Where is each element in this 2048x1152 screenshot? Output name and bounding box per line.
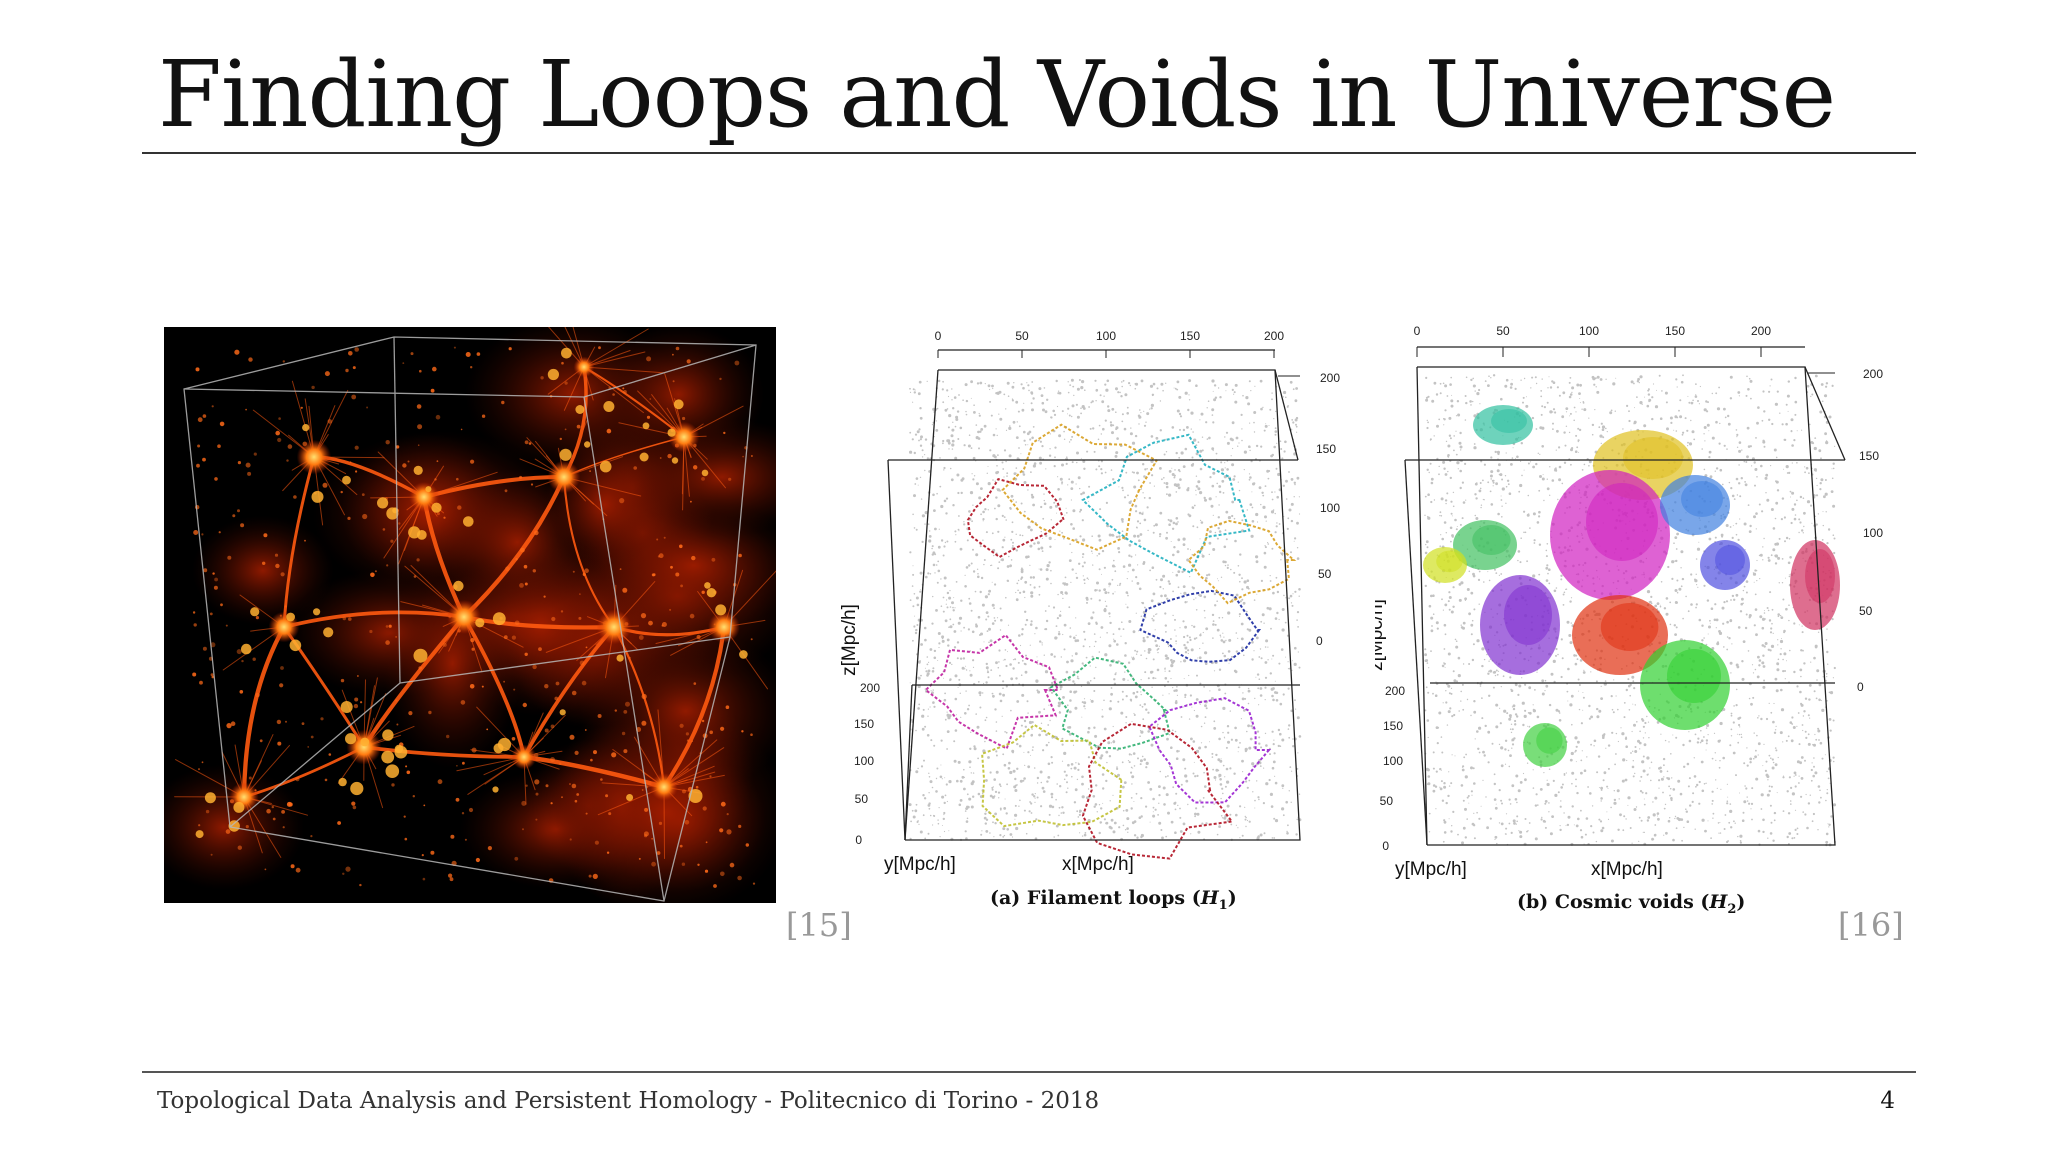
mid-left-tick-label: 0	[855, 833, 862, 847]
mid-right-tick-label: 0	[1316, 634, 1323, 648]
right-left-tick-label: 50	[1380, 794, 1394, 808]
cosmic-voids-figure: 0 50 100 150 200 200 150 100 50 0 200 150 100 50 0 y…	[1375, 305, 1920, 920]
mid-x-axis-label: x[Mpc/h]	[1062, 854, 1134, 875]
mid-top-tick-label: 0	[935, 329, 942, 343]
right-x-axis-label: x[Mpc/h]	[1591, 859, 1663, 880]
reference-15: [15]	[786, 906, 852, 944]
right-left-tick-label: 0	[1382, 839, 1389, 853]
right-right-tick-label: 50	[1859, 604, 1873, 618]
mid-left-tick-label: 150	[854, 717, 874, 731]
right-caption: (b) Cosmic voids (H2)	[1517, 891, 1745, 917]
mid-right-tick-label: 50	[1318, 567, 1332, 581]
reference-16: [16]	[1838, 906, 1904, 944]
right-left-tick-label: 200	[1385, 684, 1405, 698]
right-right-tick-label: 150	[1859, 449, 1879, 463]
footer-divider	[142, 1071, 1916, 1073]
mid-right-tick-label: 150	[1316, 442, 1336, 456]
right-right-tick-label: 100	[1863, 526, 1883, 540]
mid-right-tick-label: 200	[1320, 371, 1340, 385]
right-top-tick-label: 0	[1414, 324, 1421, 338]
slide-title: Finding Loops and Voids in Universe	[158, 41, 1836, 148]
right-z-axis-label: z[Mpc/h]	[1375, 599, 1387, 671]
mid-y-axis-label: y[Mpc/h]	[884, 854, 956, 875]
page-number: 4	[1880, 1088, 1895, 1114]
right-right-tick-label: 0	[1857, 680, 1864, 694]
right-left-tick-label: 100	[1383, 754, 1403, 768]
right-top-tick-label: 100	[1579, 324, 1599, 338]
right-left-tick-label: 150	[1383, 719, 1403, 733]
mid-z-axis-label: z[Mpc/h]	[839, 604, 860, 676]
mid-right-tick-label: 100	[1320, 501, 1340, 515]
right-top-tick-label: 150	[1665, 324, 1685, 338]
mid-top-tick-label: 100	[1096, 329, 1116, 343]
mid-top-tick-label: 200	[1264, 329, 1284, 343]
mid-top-tick-label: 50	[1015, 329, 1029, 343]
mid-left-tick-label: 200	[860, 681, 880, 695]
mid-caption: (a) Filament loops (H1)	[990, 887, 1237, 913]
title-divider	[142, 152, 1916, 154]
mid-top-tick-label: 150	[1180, 329, 1200, 343]
cosmic-web-simulation-image	[164, 327, 776, 903]
right-right-tick-label: 200	[1863, 367, 1883, 381]
right-y-axis-label: y[Mpc/h]	[1395, 859, 1467, 880]
filament-loops-figure: 0 50 100 150 200 200 150 100 50 0 200 150 100 50 0 y…	[820, 310, 1340, 920]
mid-left-tick-label: 100	[854, 754, 874, 768]
mid-left-tick-label: 50	[855, 792, 869, 806]
footer-text: Topological Data Analysis and Persistent…	[157, 1088, 1100, 1114]
right-top-tick-label: 200	[1751, 324, 1771, 338]
right-top-tick-label: 50	[1496, 324, 1510, 338]
